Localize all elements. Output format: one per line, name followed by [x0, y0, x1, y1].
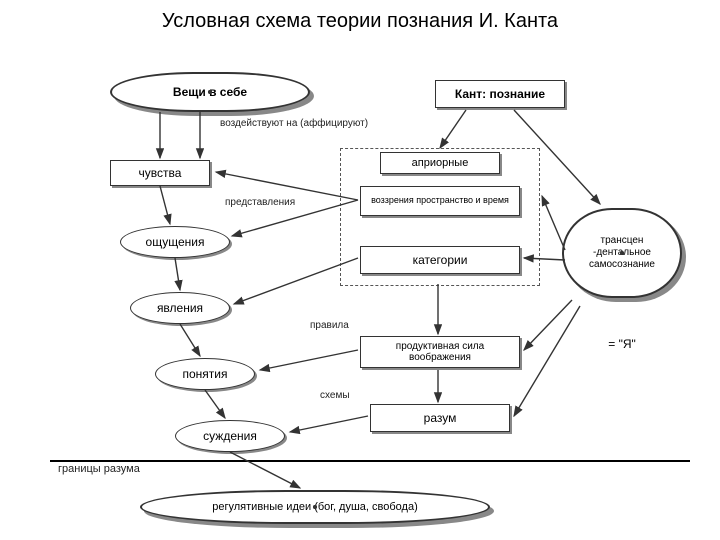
rect-apriori-label: априорные [380, 152, 500, 174]
bounds-line [50, 460, 690, 462]
oval-judgments: суждения [175, 420, 285, 452]
label-schemas: схемы [320, 390, 350, 401]
rect-reason: разум [370, 404, 510, 432]
cloud-transcendental: трансцен -дентальное самосознание [562, 208, 682, 298]
rect-categories: категории [360, 246, 520, 274]
rect-kant-cognition: Кант: познание [435, 80, 565, 108]
cloud-things-in-themselves: Вещи в себе [110, 72, 310, 112]
rect-senses: чувства [110, 160, 210, 186]
rect-intuitions: воззрения пространство и время [360, 186, 520, 216]
label-bounds: границы разума [58, 463, 140, 475]
page-title: Условная схема теории познания И. Канта [0, 10, 720, 33]
rect-imagination: продуктивная сила воображения [360, 336, 520, 368]
label-representations: представления [225, 197, 295, 208]
oval-phenomena: явления [130, 292, 230, 324]
cloud-regulative: регулятивные идеи (бог, душа, свобода) [140, 490, 490, 524]
oval-concepts: понятия [155, 358, 255, 390]
oval-sensations: ощущения [120, 226, 230, 258]
label-rules: правила [310, 320, 349, 331]
text-self: = "Я" [592, 334, 652, 354]
label-affect: воздействуют на (аффицируют) [220, 118, 368, 129]
